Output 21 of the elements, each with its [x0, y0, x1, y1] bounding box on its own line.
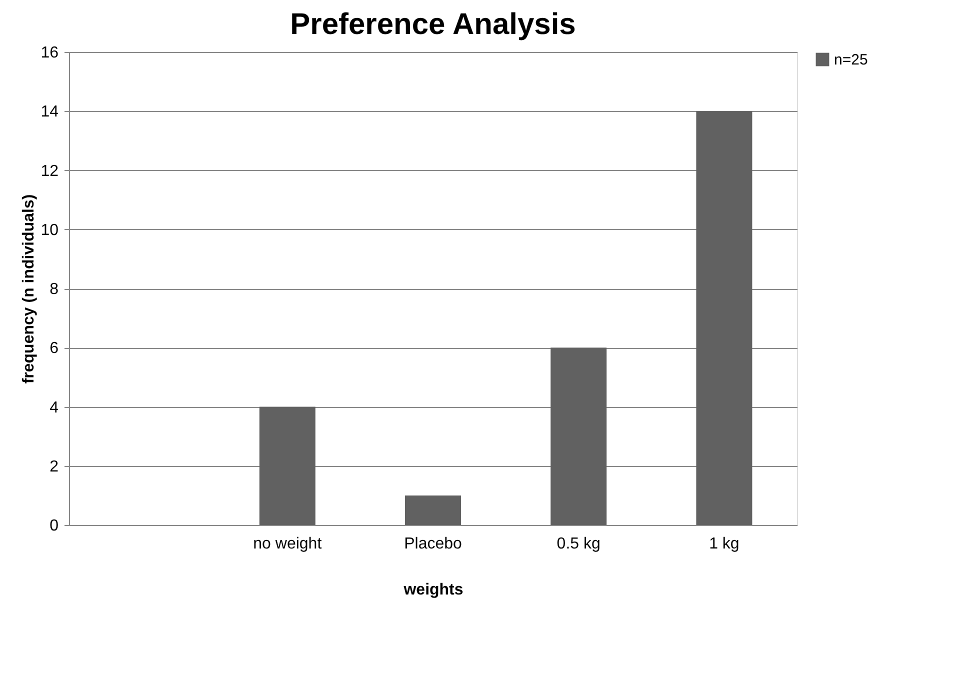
y-tick-label: 16	[40, 44, 59, 62]
x-tick-label: 1 kg	[709, 536, 740, 552]
x-tick-label: 0.5 kg	[556, 536, 600, 552]
y-tick-label: 12	[40, 162, 59, 180]
x-axis-title: weights	[402, 582, 464, 598]
x-tick-label: Placebo	[404, 536, 462, 552]
bar	[259, 406, 316, 525]
chart-title: Preference Analysis	[290, 8, 576, 41]
y-tick-label: 10	[40, 222, 59, 239]
y-tick-label: 6	[50, 340, 59, 358]
y-tick-label: 14	[40, 104, 59, 121]
y-axis-title: frequency (n individuals)	[20, 194, 38, 384]
bar	[550, 348, 607, 525]
bar	[696, 111, 752, 525]
y-tick-label: 2	[50, 458, 59, 476]
bar	[405, 495, 461, 525]
legend-label: n=25	[834, 52, 868, 68]
y-tick-label: 0	[50, 518, 59, 534]
y-tick-label: 8	[50, 281, 59, 298]
y-tick-label: 4	[50, 399, 59, 416]
x-tick-label: no weight	[253, 536, 322, 552]
